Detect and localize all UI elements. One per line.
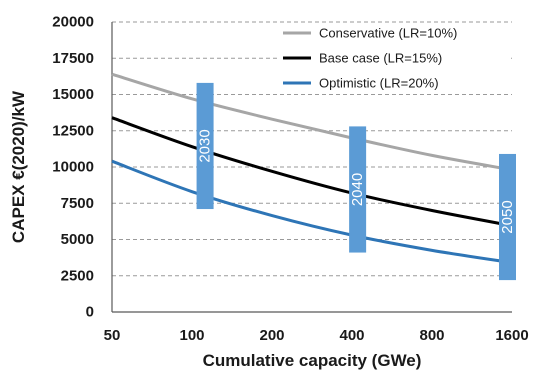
axes xyxy=(111,22,512,313)
x-tick-label: 1600 xyxy=(495,327,528,344)
legend-item: Base case (LR=15%) xyxy=(279,48,511,68)
y-tick-label: 12500 xyxy=(52,122,94,139)
y-tick-label: 0 xyxy=(86,304,94,321)
y-tick-label: 10000 xyxy=(52,159,94,176)
tick-labels: 0 2500 5000 7500 10000 12500 15000 17500 20000 50… xyxy=(52,14,528,345)
legend-item-background xyxy=(279,73,511,93)
x-axis-title: Cumulative capacity (GWe) xyxy=(203,351,422,370)
y-tick-label: 15000 xyxy=(52,86,94,103)
series-line-1 xyxy=(111,72,513,172)
y-tick-label: 2500 xyxy=(61,267,94,284)
legend-item-background xyxy=(279,48,511,68)
year-band-2030 xyxy=(196,82,214,210)
y-tick-label: 17500 xyxy=(52,50,94,67)
legend-label: Base case (LR=15%) xyxy=(319,51,442,66)
legend-label: Conservative (LR=10%) xyxy=(319,26,457,41)
x-tick-label: 100 xyxy=(179,327,204,344)
year-band-label: 2040 xyxy=(349,173,366,206)
legend-label: Optimistic (LR=20%) xyxy=(319,76,439,91)
x-tick-label: 50 xyxy=(104,327,121,344)
legend-item: Conservative (LR=10%) xyxy=(279,23,511,43)
year-band-2040 xyxy=(349,126,367,253)
legend-item-background xyxy=(279,23,511,43)
y-tick-label: 7500 xyxy=(61,195,94,212)
year-bands: 2030 2040 2050 xyxy=(196,82,516,281)
year-band-label: 2050 xyxy=(499,200,516,233)
series-line-3 xyxy=(111,159,513,265)
series-line-2 xyxy=(111,116,513,228)
year-band-2050 xyxy=(499,153,516,281)
y-tick-label: 20000 xyxy=(52,14,94,31)
x-tick-label: 400 xyxy=(339,327,364,344)
x-tick-label: 200 xyxy=(259,327,284,344)
year-band-label: 2030 xyxy=(197,129,214,162)
series-lines xyxy=(111,72,513,265)
y-axis-title: CAPEX €(2020)/kW xyxy=(9,90,28,243)
x-tick-label: 800 xyxy=(419,327,444,344)
y-tick-label: 5000 xyxy=(61,231,94,248)
legend-item: Optimistic (LR=20%) xyxy=(279,73,511,93)
legend: Conservative (LR=10%) Base case (LR=15%) O… xyxy=(279,23,511,93)
